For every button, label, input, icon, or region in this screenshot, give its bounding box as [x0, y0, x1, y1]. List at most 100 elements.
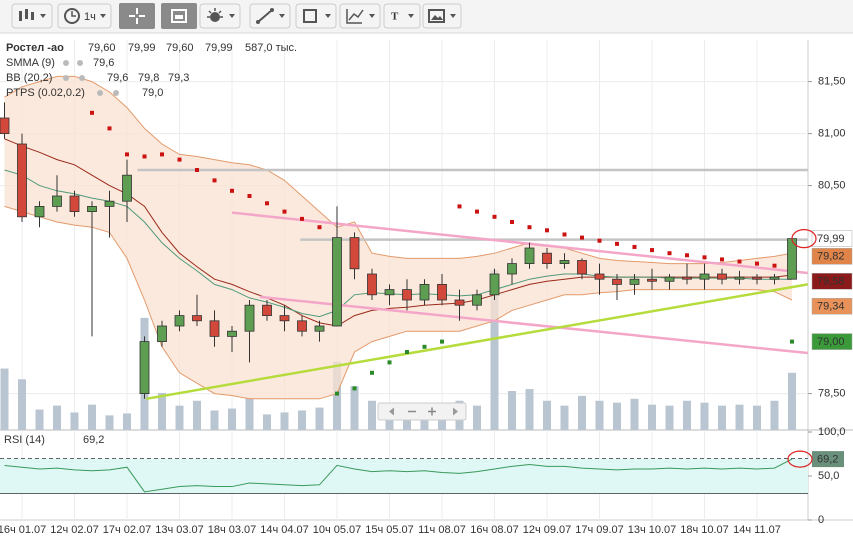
- candle-body: [594, 273, 605, 280]
- rsi-zone: [0, 458, 808, 494]
- volume-bar: [123, 413, 131, 430]
- crosshair-button[interactable]: [119, 3, 155, 29]
- line-tool-button[interactable]: [249, 3, 291, 29]
- x-tick-label: 14ч 11.07: [733, 524, 781, 536]
- volume-bar: [158, 392, 166, 430]
- rsi-line: [4, 458, 793, 493]
- price-label-box: [811, 230, 853, 247]
- volume-bar: [193, 400, 201, 430]
- x-tick-label: 12ч 09.07: [523, 524, 572, 536]
- alert-marker: [791, 229, 817, 249]
- candle-body: [769, 276, 780, 280]
- candle-body: [209, 320, 220, 337]
- zoom-control[interactable]: [377, 402, 467, 421]
- candle-body: [524, 247, 535, 265]
- icon: [325, 14, 331, 18]
- rsi-name: RSI (14): [4, 434, 45, 446]
- button-frame[interactable]: [339, 3, 381, 29]
- layout-button[interactable]: [161, 3, 197, 29]
- sar-dot: [247, 194, 252, 198]
- volume-bar: [700, 402, 709, 430]
- rsi-tick-label: 50,0: [818, 470, 839, 482]
- sar-dot: [300, 216, 304, 221]
- text-tool-button[interactable]: T: [383, 3, 421, 29]
- rsi-tick-label: 0: [818, 514, 824, 526]
- button-frame[interactable]: [383, 3, 421, 29]
- candle-body: [262, 304, 272, 317]
- analysis-tool-button[interactable]: [339, 3, 381, 29]
- candle-body: [454, 299, 465, 306]
- volume-bar: [18, 379, 26, 430]
- candle-body: [472, 294, 482, 306]
- sar-dot: [492, 214, 497, 219]
- candle-body: [367, 273, 377, 296]
- price-label: 79,34: [817, 301, 845, 313]
- icon: [19, 11, 22, 21]
- candle-body: [227, 330, 237, 337]
- volume-bar: [88, 404, 96, 430]
- shape-tool-button[interactable]: [295, 3, 337, 29]
- sar-dot: [160, 152, 164, 157]
- icon: [369, 14, 375, 18]
- volume-bar: [665, 405, 674, 430]
- candle-body: [52, 195, 62, 207]
- candle-body: [559, 260, 570, 265]
- candle-body: [332, 237, 342, 327]
- candle-body: [507, 263, 517, 275]
- bb-lower: [4, 205, 793, 400]
- candle-body: [717, 273, 727, 280]
- candle-body: [122, 174, 132, 202]
- sar-dot: [597, 238, 602, 243]
- sar-dot: [737, 259, 742, 264]
- candle-body: [349, 237, 360, 270]
- sar-dot: [632, 244, 637, 249]
- sar-dot: [457, 204, 462, 209]
- volume-bar: [245, 397, 254, 430]
- volume-bar: [333, 361, 341, 430]
- header-high: 79,99: [128, 42, 156, 54]
- y-tick-label: 78,50: [818, 388, 846, 400]
- zoom-buttons[interactable]: [408, 407, 436, 416]
- candle-body: [17, 143, 27, 218]
- sar-dot: [440, 339, 444, 344]
- price-label: 79,58: [817, 276, 845, 288]
- sar-dot: [650, 248, 654, 253]
- y-tick-label: 80,50: [818, 180, 846, 192]
- image-button[interactable]: [422, 3, 462, 29]
- chart-type-button[interactable]: [11, 3, 53, 29]
- sar-dot: [335, 391, 339, 396]
- icon: [450, 14, 456, 18]
- x-tick-label: 17ч 09.07: [575, 524, 624, 536]
- toolbar: 1ч: [0, 0, 853, 34]
- sar-dot: [720, 257, 724, 262]
- x-tick-label: 11ч 08.07: [418, 524, 466, 536]
- interval-button[interactable]: 1ч: [57, 3, 112, 29]
- sar-name: PTPS (0.02,0.2): [6, 87, 85, 99]
- legend: Ростел -ао 79,60 79,99 79,60 79,99 587,0…: [6, 42, 297, 99]
- indicators-button[interactable]: [199, 3, 241, 29]
- volume-bar: [770, 400, 779, 430]
- trend-line: [231, 211, 808, 275]
- candle-body: [0, 117, 10, 135]
- bb-middle: [4, 138, 793, 327]
- icon: [346, 9, 364, 24]
- button-frame[interactable]: [199, 3, 241, 29]
- button-frame[interactable]: [249, 3, 291, 29]
- icon: [207, 8, 223, 18]
- instrument-title: Ростел -ао: [6, 42, 64, 54]
- sar-dot: [370, 370, 374, 375]
- zoom-frame[interactable]: [377, 402, 467, 421]
- volume-bar: [683, 400, 691, 430]
- smma-name: SMMA (9): [6, 57, 55, 69]
- volume-bar: [263, 414, 271, 430]
- text-tool-label: T: [391, 11, 399, 23]
- sar-dot: [195, 168, 199, 172]
- rsi-tick-label: 100,0: [818, 426, 846, 438]
- sar-dot: [580, 235, 584, 240]
- bb-value: 79,8: [138, 72, 159, 84]
- button-frame[interactable]: [119, 3, 155, 29]
- candle-body: [402, 289, 412, 301]
- candle-body: [577, 260, 587, 275]
